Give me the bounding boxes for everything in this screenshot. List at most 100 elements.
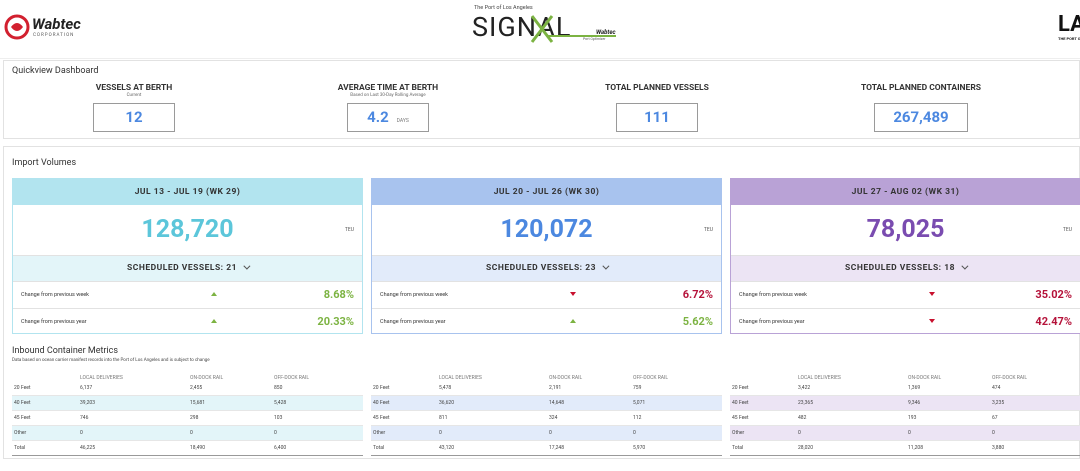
change-arrow bbox=[211, 319, 217, 323]
table-cell: 14,648 bbox=[549, 395, 633, 411]
header-cell: OFF-DOCK RAIL bbox=[274, 374, 310, 381]
change-label: Change from previous week bbox=[380, 292, 448, 298]
kpi-note: Based on Last 30-Day Rolling Average bbox=[350, 93, 426, 98]
change-label: Change from previous week bbox=[739, 292, 807, 298]
change-value: 42.47% bbox=[1035, 315, 1072, 328]
table-cell: 2,191 bbox=[549, 381, 633, 396]
table-cell: 28,020 bbox=[798, 440, 908, 456]
table-cell: 45 Feet bbox=[371, 410, 439, 426]
header-cell: LOCAL DELIVERIES bbox=[80, 374, 123, 381]
kpi-label: TOTAL PLANNED CONTAINERS bbox=[860, 83, 982, 93]
expand-chevron[interactable] bbox=[243, 262, 251, 270]
scheduled-vessels: SCHEDULED VESSELS: 23 bbox=[486, 263, 596, 273]
kpi-value: 111 bbox=[644, 108, 670, 126]
header-cell: LOCAL DELIVERIES bbox=[439, 374, 482, 381]
table-cell: 43,120 bbox=[439, 440, 549, 456]
table-cell: 39,203 bbox=[80, 395, 190, 411]
table-cell: 40 Feet bbox=[730, 395, 798, 411]
table-cell: 3,880 bbox=[992, 440, 1080, 456]
week-range: JUL 20 - JUL 26 (WK 30) bbox=[372, 179, 721, 205]
kpi: TOTAL PLANNED CONTAINERS 267,489 bbox=[791, 83, 1051, 132]
panel-title: Import Volumes bbox=[12, 158, 77, 168]
kpi-note bbox=[791, 93, 1051, 99]
table-cell: 11,208 bbox=[908, 440, 992, 456]
table-row: Total 43,120 17,248 5,970 bbox=[371, 440, 722, 456]
table-cell: 5,071 bbox=[633, 395, 722, 411]
change-arrow bbox=[570, 292, 576, 296]
table-row: 40 Feet 36,620 14,648 5,071 bbox=[371, 395, 722, 411]
change-arrow bbox=[929, 319, 935, 323]
change-row: Change from previous year 20.33% bbox=[13, 308, 362, 335]
table-cell: 0 bbox=[274, 425, 363, 441]
table-cell: 0 bbox=[80, 425, 190, 441]
header-cell: OFF-DOCK RAIL bbox=[992, 374, 1028, 381]
table-header: LOCAL DELIVERIES ON-DOCK RAIL OFF-DOCK RAI… bbox=[12, 374, 363, 381]
change-value: 6.72% bbox=[682, 288, 713, 301]
change-label: Change from previous week bbox=[21, 292, 89, 298]
table-header: LOCAL DELIVERIES ON-DOCK RAIL OFF-DOCK RAI… bbox=[730, 374, 1080, 381]
table-cell: 5,970 bbox=[633, 440, 722, 456]
table-cell: 811 bbox=[439, 410, 549, 426]
table-cell: 0 bbox=[992, 425, 1080, 441]
table-cell: 0 bbox=[798, 425, 908, 441]
table-cell: 67 bbox=[992, 410, 1080, 426]
scheduled-vessels: SCHEDULED VESSELS: 18 bbox=[845, 263, 955, 273]
table-row: Other 0 0 0 bbox=[371, 425, 722, 441]
table-cell: 1,369 bbox=[908, 381, 992, 396]
table-cell: 15,681 bbox=[190, 395, 274, 411]
table-header: LOCAL DELIVERIES ON-DOCK RAIL OFF-DOCK RAI… bbox=[371, 374, 722, 381]
kpi-value: 12 bbox=[125, 108, 143, 126]
header-cell: ON-DOCK RAIL bbox=[190, 374, 224, 381]
table-cell: Other bbox=[371, 425, 439, 441]
week-total: 120,072 bbox=[500, 215, 593, 244]
week-range: JUL 13 - JUL 19 (WK 29) bbox=[13, 179, 362, 205]
header-cell bbox=[12, 374, 80, 381]
la-sub: THE PORT OF LOS ANGELES bbox=[1058, 36, 1080, 41]
table-cell: 0 bbox=[908, 425, 992, 441]
la-name: LA bbox=[1058, 14, 1080, 37]
table-cell: 103 bbox=[274, 410, 363, 426]
table-cell: 45 Feet bbox=[12, 410, 80, 426]
table-cell: 324 bbox=[549, 410, 633, 426]
panel-title: Inbound Container Metrics bbox=[12, 346, 119, 356]
change-row: Change from previous week 8.68% bbox=[13, 281, 362, 308]
table-cell: 20 Feet bbox=[12, 381, 80, 396]
table-cell: 850 bbox=[274, 381, 363, 396]
app-title: SIGNAL bbox=[472, 11, 572, 43]
table-row: 20 Feet 3,422 1,369 474 bbox=[730, 381, 1080, 396]
change-arrow bbox=[570, 319, 576, 323]
table-cell: 20 Feet bbox=[730, 381, 798, 396]
kpi-value: 4.2 bbox=[367, 108, 389, 126]
brand-sub: Port Optimizer bbox=[583, 37, 606, 41]
kpi-value: 267,489 bbox=[893, 108, 949, 126]
week-total: 128,720 bbox=[141, 215, 234, 244]
change-row: Change from previous year 5.62% bbox=[372, 308, 721, 335]
table-cell: 193 bbox=[908, 410, 992, 426]
quickview-panel: Quickview Dashboard VESSELS AT BERTH Curr… bbox=[3, 60, 1080, 139]
kpi: AVERAGE TIME AT BERTH Based on Last 30-Da… bbox=[258, 83, 518, 132]
logo-name: Wabtec bbox=[32, 15, 81, 33]
kpi-note bbox=[527, 93, 787, 99]
signal-mark bbox=[530, 15, 616, 43]
table-cell: Total bbox=[371, 440, 439, 456]
table-cell: 40 Feet bbox=[371, 395, 439, 411]
week-unit: TEU bbox=[344, 227, 354, 233]
table-row: Total 28,020 11,208 3,880 bbox=[730, 440, 1080, 456]
wabtec-icon bbox=[4, 14, 30, 40]
change-value: 20.33% bbox=[317, 315, 354, 328]
kpi-value-box: 267,489 bbox=[874, 103, 968, 132]
metrics-table: LOCAL DELIVERIES ON-DOCK RAIL OFF-DOCK RAI… bbox=[12, 374, 363, 456]
kpi-label: AVERAGE TIME AT BERTH bbox=[337, 83, 439, 93]
table-cell: 36,620 bbox=[439, 395, 549, 411]
table-row: 45 Feet 482 193 67 bbox=[730, 410, 1080, 426]
table-cell: 0 bbox=[633, 425, 722, 441]
week-range: JUL 27 - AUG 02 (WK 31) bbox=[731, 179, 1080, 205]
expand-chevron[interactable] bbox=[602, 262, 610, 270]
kpi-value-box: 4.2 DAYS bbox=[347, 103, 429, 132]
kpi-value-box: 12 bbox=[93, 103, 175, 132]
table-cell: 46,225 bbox=[80, 440, 190, 456]
expand-chevron[interactable] bbox=[961, 262, 969, 270]
table-cell: 5,478 bbox=[439, 381, 549, 396]
change-label: Change from previous year bbox=[380, 319, 446, 325]
table-cell: 6,400 bbox=[274, 440, 363, 456]
